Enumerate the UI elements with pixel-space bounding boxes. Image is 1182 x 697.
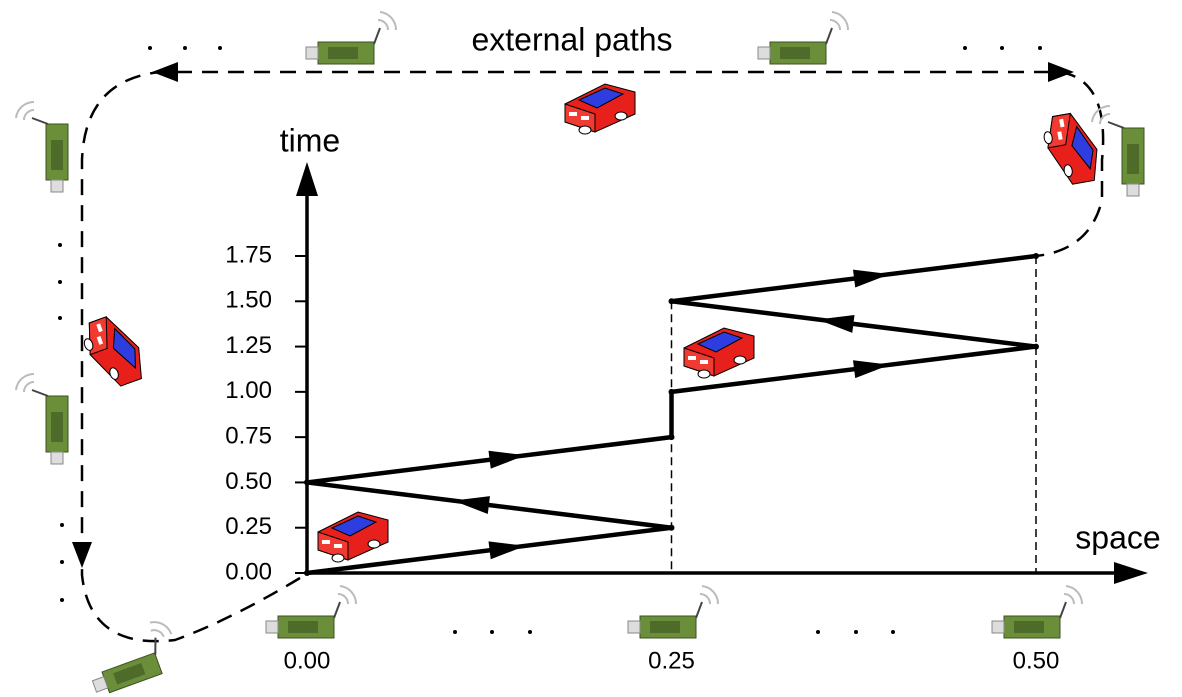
direction-arrow [853, 269, 890, 288]
x-axis-label: space [1075, 519, 1160, 555]
trajectory [304, 253, 1039, 576]
trajectory-vertex [668, 524, 675, 531]
y-tick-label: 1.75 [225, 241, 272, 268]
y-tick-label: 0.50 [225, 468, 272, 495]
trajectory-vertex [304, 479, 310, 486]
annotation: external paths [471, 21, 672, 57]
direction-arrow [817, 314, 855, 333]
y-tick-label: 0.00 [225, 558, 272, 585]
y-tick-label: 0.75 [225, 422, 272, 449]
x-tick-label: 0.00 [284, 647, 331, 674]
direction-arrow [488, 541, 526, 560]
axis-arrowhead [1114, 562, 1148, 584]
y-tick-label: 1.25 [225, 332, 272, 359]
path-arrowhead [1048, 62, 1074, 82]
external-path [80, 70, 1105, 643]
path-arrowhead [152, 62, 178, 82]
y-axis-label: time [280, 122, 340, 158]
x-tick-label: 0.25 [648, 647, 695, 674]
axes [305, 190, 1120, 575]
trajectory-vertex [304, 570, 310, 576]
trajectory-vertex [1033, 253, 1039, 259]
direction-arrow [853, 360, 890, 379]
path-arrowhead [72, 542, 92, 568]
y-tick-label: 0.25 [225, 513, 272, 540]
y-tick-label: 1.50 [225, 287, 272, 314]
y-tick-label: 1.00 [225, 377, 272, 404]
plot: 0.00 0.25 0.50 0.75 1.00 1.25 1.50 1.75 0.00 0.25… [225, 241, 1059, 674]
trajectory-vertex [668, 434, 675, 441]
trajectory-vertex [668, 298, 675, 305]
ellipsis-dots [58, 46, 1042, 634]
trajectory-vertex [1033, 343, 1039, 350]
trajectory-vertex [668, 388, 675, 395]
direction-arrow [488, 450, 526, 469]
axis-arrowhead [296, 162, 318, 196]
x-tick-label: 0.50 [1013, 647, 1060, 674]
direction-arrow [453, 496, 490, 514]
